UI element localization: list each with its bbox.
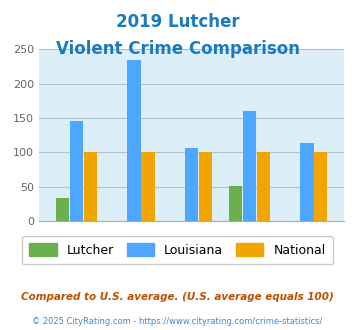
Text: Violent Crime Comparison: Violent Crime Comparison — [55, 40, 300, 58]
Bar — [199, 152, 212, 221]
Bar — [185, 148, 198, 221]
Bar — [257, 152, 270, 221]
Text: Aggravated Assault: Aggravated Assault — [205, 241, 294, 249]
Text: Murder & Mans...: Murder & Mans... — [95, 241, 173, 249]
Bar — [314, 152, 327, 221]
Text: Rape: Rape — [295, 254, 318, 263]
Bar — [229, 186, 242, 221]
Bar — [127, 60, 141, 221]
Text: Compared to U.S. average. (U.S. average equals 100): Compared to U.S. average. (U.S. average … — [21, 292, 334, 302]
Bar — [56, 198, 69, 221]
Text: © 2025 CityRating.com - https://www.cityrating.com/crime-statistics/: © 2025 CityRating.com - https://www.city… — [32, 317, 323, 326]
Bar — [141, 152, 154, 221]
Bar — [300, 143, 313, 221]
Bar — [70, 121, 83, 221]
Legend: Lutcher, Louisiana, National: Lutcher, Louisiana, National — [22, 236, 333, 264]
Text: 2019 Lutcher: 2019 Lutcher — [116, 13, 239, 31]
Bar — [84, 152, 97, 221]
Text: Robbery: Robbery — [173, 254, 211, 263]
Text: All Violent Crime: All Violent Crime — [39, 254, 114, 263]
Bar — [243, 111, 256, 221]
